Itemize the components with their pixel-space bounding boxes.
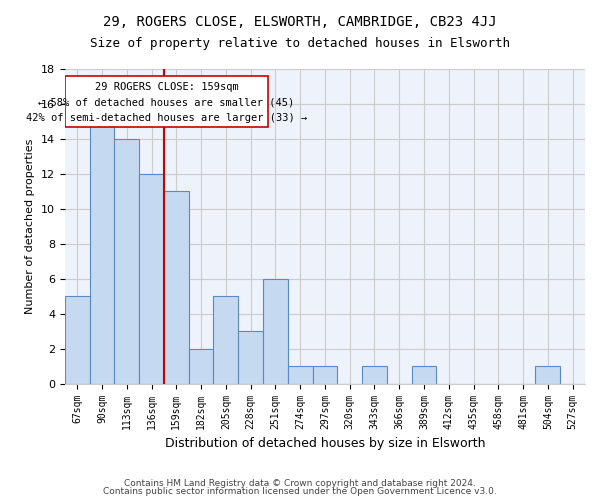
Text: 29, ROGERS CLOSE, ELSWORTH, CAMBRIDGE, CB23 4JJ: 29, ROGERS CLOSE, ELSWORTH, CAMBRIDGE, C… bbox=[103, 15, 497, 29]
Bar bbox=[535, 366, 560, 384]
Bar bbox=[139, 174, 164, 384]
Y-axis label: Number of detached properties: Number of detached properties bbox=[25, 138, 35, 314]
Bar bbox=[164, 192, 188, 384]
Text: 42% of semi-detached houses are larger (33) →: 42% of semi-detached houses are larger (… bbox=[26, 112, 307, 122]
Bar bbox=[313, 366, 337, 384]
X-axis label: Distribution of detached houses by size in Elsworth: Distribution of detached houses by size … bbox=[164, 437, 485, 450]
Bar bbox=[65, 296, 89, 384]
Text: Size of property relative to detached houses in Elsworth: Size of property relative to detached ho… bbox=[90, 38, 510, 51]
Bar bbox=[115, 139, 139, 384]
Bar bbox=[188, 348, 214, 384]
Text: 29 ROGERS CLOSE: 159sqm: 29 ROGERS CLOSE: 159sqm bbox=[95, 82, 238, 92]
Bar bbox=[362, 366, 387, 384]
Bar bbox=[89, 122, 115, 384]
Bar bbox=[238, 331, 263, 384]
Bar bbox=[412, 366, 436, 384]
Text: Contains public sector information licensed under the Open Government Licence v3: Contains public sector information licen… bbox=[103, 487, 497, 496]
Text: Contains HM Land Registry data © Crown copyright and database right 2024.: Contains HM Land Registry data © Crown c… bbox=[124, 478, 476, 488]
FancyBboxPatch shape bbox=[65, 76, 268, 126]
Bar bbox=[288, 366, 313, 384]
Bar bbox=[214, 296, 238, 384]
Bar bbox=[263, 279, 288, 384]
Text: ← 58% of detached houses are smaller (45): ← 58% of detached houses are smaller (45… bbox=[38, 98, 295, 108]
